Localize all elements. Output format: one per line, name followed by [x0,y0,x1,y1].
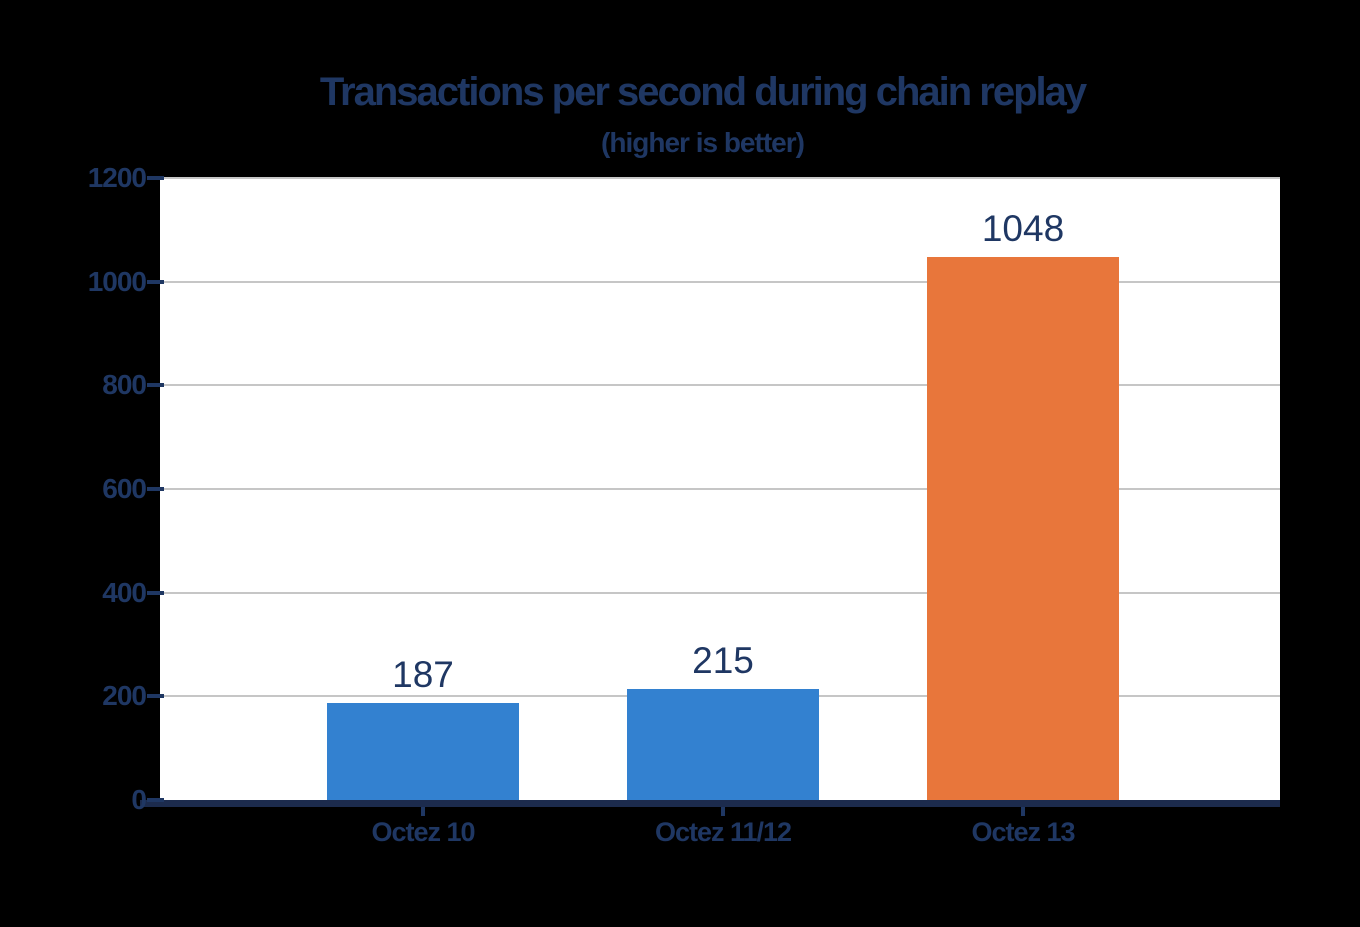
x-axis-tick-mark [1021,807,1025,816]
x-axis-category-label: Octez 10 [371,817,475,847]
plot-area [160,177,1280,800]
y-axis-tick-label: 600 [102,473,147,504]
bar-octez-11-12 [627,688,819,800]
bar-value-label: 187 [392,654,454,696]
y-axis-tick-label: 1200 [87,162,147,193]
gridline-600 [160,488,1280,490]
gridline-400 [160,591,1280,594]
x-axis-line [140,800,1280,807]
x-axis-tick-mark [421,807,425,816]
y-axis-tick-mark [147,798,164,802]
x-axis-tick-mark [721,807,725,816]
y-axis-tick-label: 200 [102,680,147,712]
x-axis-category-label: Octez 11/12 [654,817,792,847]
y-axis-tick-mark [147,694,164,699]
gridline-1000 [160,280,1280,283]
y-axis-tick-label: 800 [102,369,147,401]
gridline-1200 [160,177,1280,179]
bar-value-label: 215 [692,639,754,681]
bar-octez-13 [927,256,1119,800]
gridline-800 [160,384,1280,387]
bar-octez-10 [327,703,519,800]
y-axis-tick-mark [147,279,164,284]
x-axis-category-label: Octez 13 [971,817,1075,847]
y-axis-tick-label: 0 [131,784,147,815]
y-axis-tick-mark [147,176,164,180]
chart-subtitle: (higher is better) [601,127,805,158]
y-axis-tick-mark [147,590,164,595]
y-axis-tick-label: 1000 [87,265,147,297]
chart-title: Transactions per second during chain rep… [319,70,1087,114]
y-axis-tick-label: 400 [102,576,147,608]
y-axis-tick-mark [147,383,164,388]
bar-value-label: 1048 [981,207,1065,249]
y-axis-tick-mark [147,487,164,491]
